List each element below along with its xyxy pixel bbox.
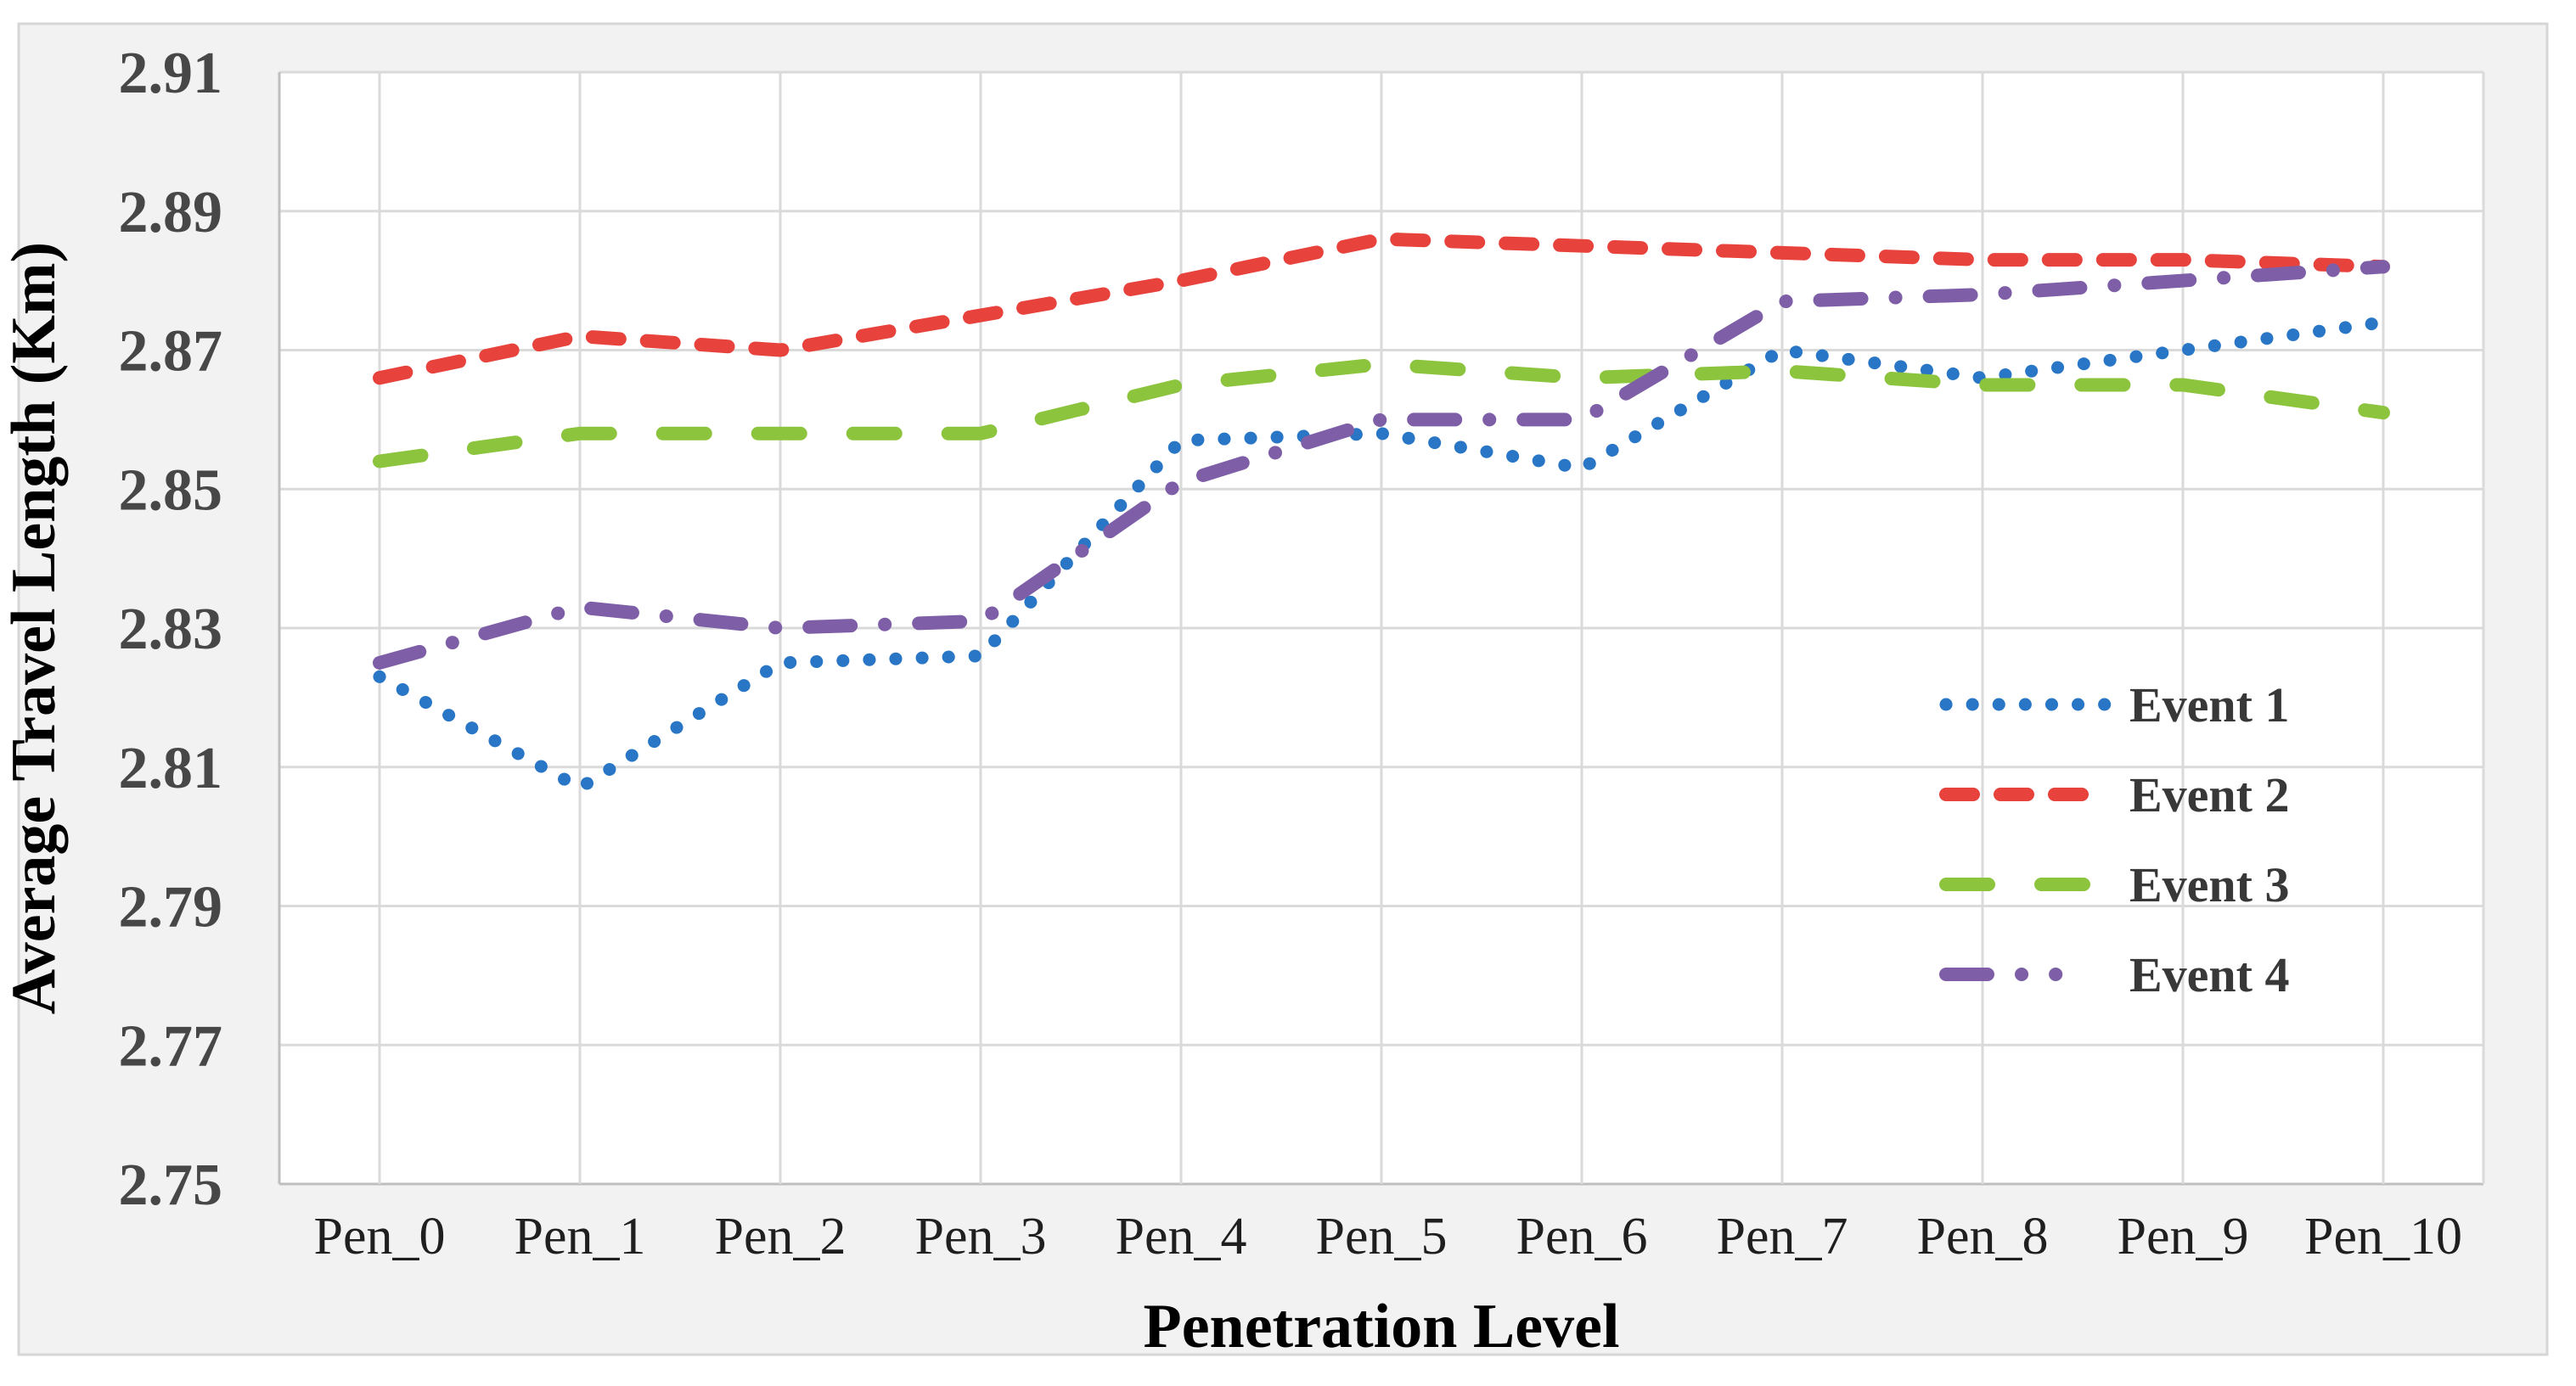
y-axis-tick-label: 2.81: [119, 736, 223, 801]
y-axis-tick-label: 2.91: [119, 41, 223, 106]
series-line-event-2: [373, 232, 2390, 385]
series-line-event-4: [373, 260, 2390, 670]
series-lines: [373, 232, 2390, 794]
y-axis-tick-label: 2.77: [119, 1013, 223, 1079]
y-axis-tick-label: 2.79: [119, 875, 223, 940]
y-axis-title: Average Travel Length (Km): [0, 242, 69, 1014]
y-axis-tick-labels: 2.91 2.89 2.87 2.85 2.83 2.81 2.79 2.77 2.75: [119, 41, 223, 1218]
y-axis-tick-label: 2.87: [119, 319, 223, 384]
x-axis-tick-label: Pen_1: [515, 1208, 646, 1265]
y-axis-tick-label: 2.89: [119, 180, 223, 245]
legend-item-event-4: Event 4: [1939, 947, 2290, 1002]
series-line-event-1: [373, 316, 2390, 794]
y-axis-tick-label: 2.85: [119, 457, 223, 523]
y-axis-tick-label: 2.75: [119, 1153, 223, 1218]
x-axis-tick-labels: Pen_0 Pen_1 Pen_2 Pen_3 Pen_4 Pen_5 Pen_6 Pen_7…: [314, 1208, 2463, 1265]
x-axis-tick-label: Pen_10: [2304, 1208, 2462, 1265]
legend-label: Event 1: [2129, 677, 2290, 732]
x-axis-tick-label: Pen_4: [1116, 1208, 1247, 1265]
x-axis-title: Penetration Level: [1144, 1292, 1620, 1361]
x-axis-tick-label: Pen_0: [314, 1208, 446, 1265]
legend: Event 1 Event 2 Event 3 Event 4: [1939, 677, 2290, 1002]
x-axis-tick-label: Pen_2: [715, 1208, 846, 1265]
legend-label: Event 4: [2129, 947, 2290, 1002]
legend-label: Event 3: [2129, 857, 2290, 912]
x-axis-tick-label: Pen_6: [1516, 1208, 1648, 1265]
x-axis-tick-label: Pen_7: [1717, 1208, 1848, 1265]
legend-item-event-3: Event 3: [1939, 857, 2290, 912]
legend-label: Event 2: [2129, 767, 2290, 822]
x-axis-tick-label: Pen_9: [2118, 1208, 2249, 1265]
legend-item-event-2: Event 2: [1939, 767, 2290, 822]
legend-item-event-1: Event 1: [1939, 677, 2290, 732]
x-axis-tick-label: Pen_5: [1316, 1208, 1448, 1265]
y-axis-tick-label: 2.83: [119, 597, 223, 662]
x-axis-tick-label: Pen_3: [915, 1208, 1047, 1265]
x-axis-tick-label: Pen_8: [1917, 1208, 2049, 1265]
